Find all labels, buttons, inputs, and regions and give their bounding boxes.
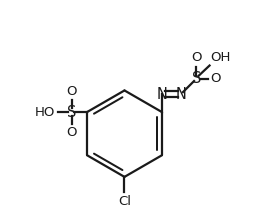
- Text: OH: OH: [211, 52, 231, 64]
- Text: N: N: [175, 87, 186, 102]
- Text: HO: HO: [34, 105, 55, 119]
- Text: N: N: [157, 87, 167, 102]
- Text: O: O: [66, 126, 77, 139]
- Text: O: O: [191, 52, 202, 64]
- Text: S: S: [192, 71, 201, 86]
- Text: O: O: [66, 85, 77, 98]
- Text: Cl: Cl: [118, 195, 131, 208]
- Text: O: O: [211, 72, 221, 85]
- Text: S: S: [67, 105, 76, 120]
